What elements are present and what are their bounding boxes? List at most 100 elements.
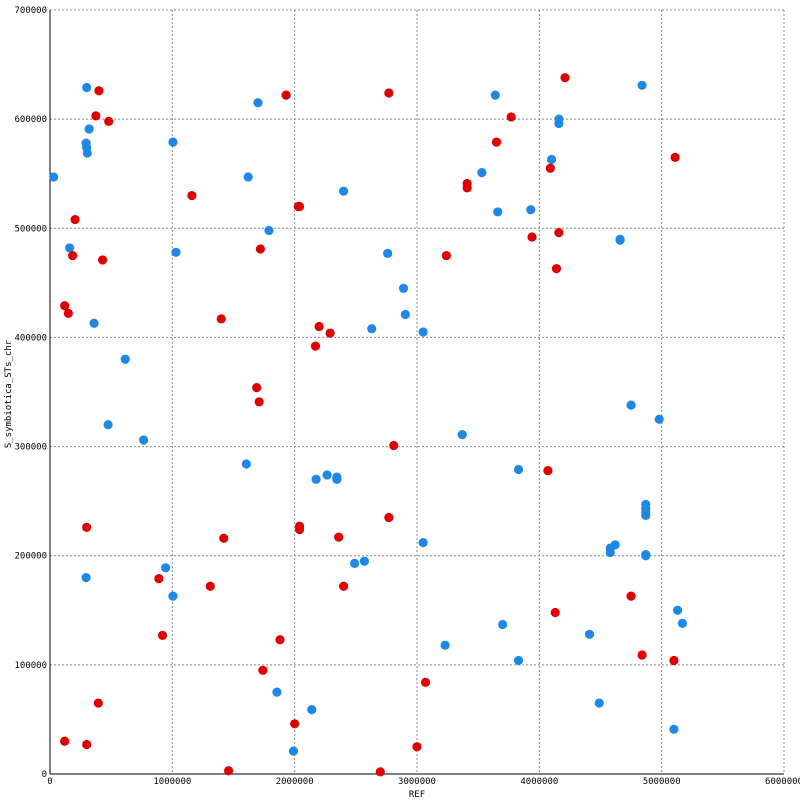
data-point	[383, 248, 393, 258]
data-point	[104, 116, 114, 126]
data-point	[154, 574, 164, 584]
x-tick-label: 5000000	[643, 777, 681, 787]
axes	[49, 10, 784, 775]
data-point	[272, 687, 282, 697]
data-point	[477, 168, 487, 178]
data-point	[91, 111, 101, 121]
data-point	[307, 705, 317, 715]
data-point	[84, 124, 94, 134]
data-point	[82, 82, 92, 93]
y-tick-label: 0	[42, 770, 47, 780]
y-tick-label: 300000	[14, 443, 47, 453]
data-point	[264, 225, 274, 236]
data-point	[157, 630, 168, 640]
data-point	[219, 533, 229, 543]
data-point	[82, 522, 92, 532]
data-point	[584, 629, 595, 639]
tick-labels: 0 1000000 2000000 3000000 4000000 5000000 6000…	[14, 6, 800, 787]
data-point	[171, 247, 181, 257]
data-point	[610, 540, 620, 550]
data-point	[462, 178, 472, 189]
data-point	[543, 465, 553, 476]
data-point	[255, 244, 266, 254]
data-point	[546, 154, 557, 165]
data-point	[594, 698, 604, 708]
data-point	[375, 767, 385, 777]
data-point	[161, 563, 171, 573]
data-point	[626, 400, 636, 410]
data-point	[441, 250, 451, 261]
data-point	[98, 255, 108, 265]
data-point	[554, 228, 564, 238]
data-point	[400, 309, 410, 320]
data-point	[637, 80, 647, 90]
data-point	[526, 205, 536, 215]
data-point	[654, 414, 664, 424]
data-point	[70, 214, 80, 225]
data-point	[457, 429, 467, 440]
data-point	[82, 739, 92, 750]
data-point	[216, 314, 226, 324]
data-point	[490, 90, 500, 100]
data-point	[325, 328, 335, 338]
data-point	[669, 724, 679, 734]
data-point	[310, 341, 321, 351]
data-point	[205, 581, 215, 591]
data-point	[440, 640, 450, 650]
data-point	[367, 324, 377, 334]
y-tick-label: 500000	[14, 224, 47, 234]
y-tick-label: 600000	[14, 115, 47, 125]
data-point	[253, 98, 263, 108]
x-tick-label: 3000000	[398, 777, 436, 787]
x-tick-label: 6000000	[765, 777, 800, 787]
data-point	[398, 283, 409, 293]
data-point	[252, 383, 262, 393]
y-tick-label: 400000	[14, 333, 47, 343]
data-point	[513, 464, 524, 475]
y-axis-label: S_symbiotica_STs_chr	[4, 339, 14, 448]
grid	[50, 9, 785, 774]
data-point	[258, 665, 268, 675]
data-point	[293, 201, 303, 212]
data-point	[670, 152, 680, 162]
data-point	[288, 746, 299, 756]
data-point	[412, 742, 422, 752]
data-point	[491, 137, 502, 147]
data-point	[89, 318, 99, 328]
data-point	[384, 88, 394, 98]
data-point	[82, 148, 92, 158]
y-tick-label: 200000	[14, 552, 47, 562]
data-point	[281, 90, 291, 100]
data-point	[626, 591, 636, 601]
data-point	[224, 766, 234, 776]
data-point	[384, 512, 394, 523]
y-tick-label: 700000	[14, 6, 47, 16]
data-point	[641, 551, 651, 561]
data-point	[389, 440, 399, 451]
data-point	[498, 619, 508, 630]
data-point	[49, 172, 59, 182]
data-point	[314, 321, 324, 332]
data-point	[350, 558, 360, 568]
data-point	[493, 207, 503, 217]
data-point	[418, 538, 428, 548]
data-point	[506, 112, 516, 122]
x-tick-label: 1000000	[153, 777, 191, 787]
data-point	[359, 556, 369, 566]
data-point	[677, 618, 688, 628]
data-point	[332, 472, 342, 482]
data-point	[527, 232, 537, 242]
data-point	[551, 264, 562, 274]
data-point	[103, 420, 113, 430]
data-point	[311, 474, 321, 484]
data-point	[669, 655, 679, 666]
data-point	[93, 698, 103, 708]
data-point	[168, 137, 178, 147]
data-point	[63, 308, 73, 319]
data-point	[138, 435, 149, 445]
data-point	[68, 250, 78, 261]
y-tick-label: 100000	[14, 661, 47, 671]
data-point	[560, 73, 570, 83]
data-point	[243, 172, 253, 182]
